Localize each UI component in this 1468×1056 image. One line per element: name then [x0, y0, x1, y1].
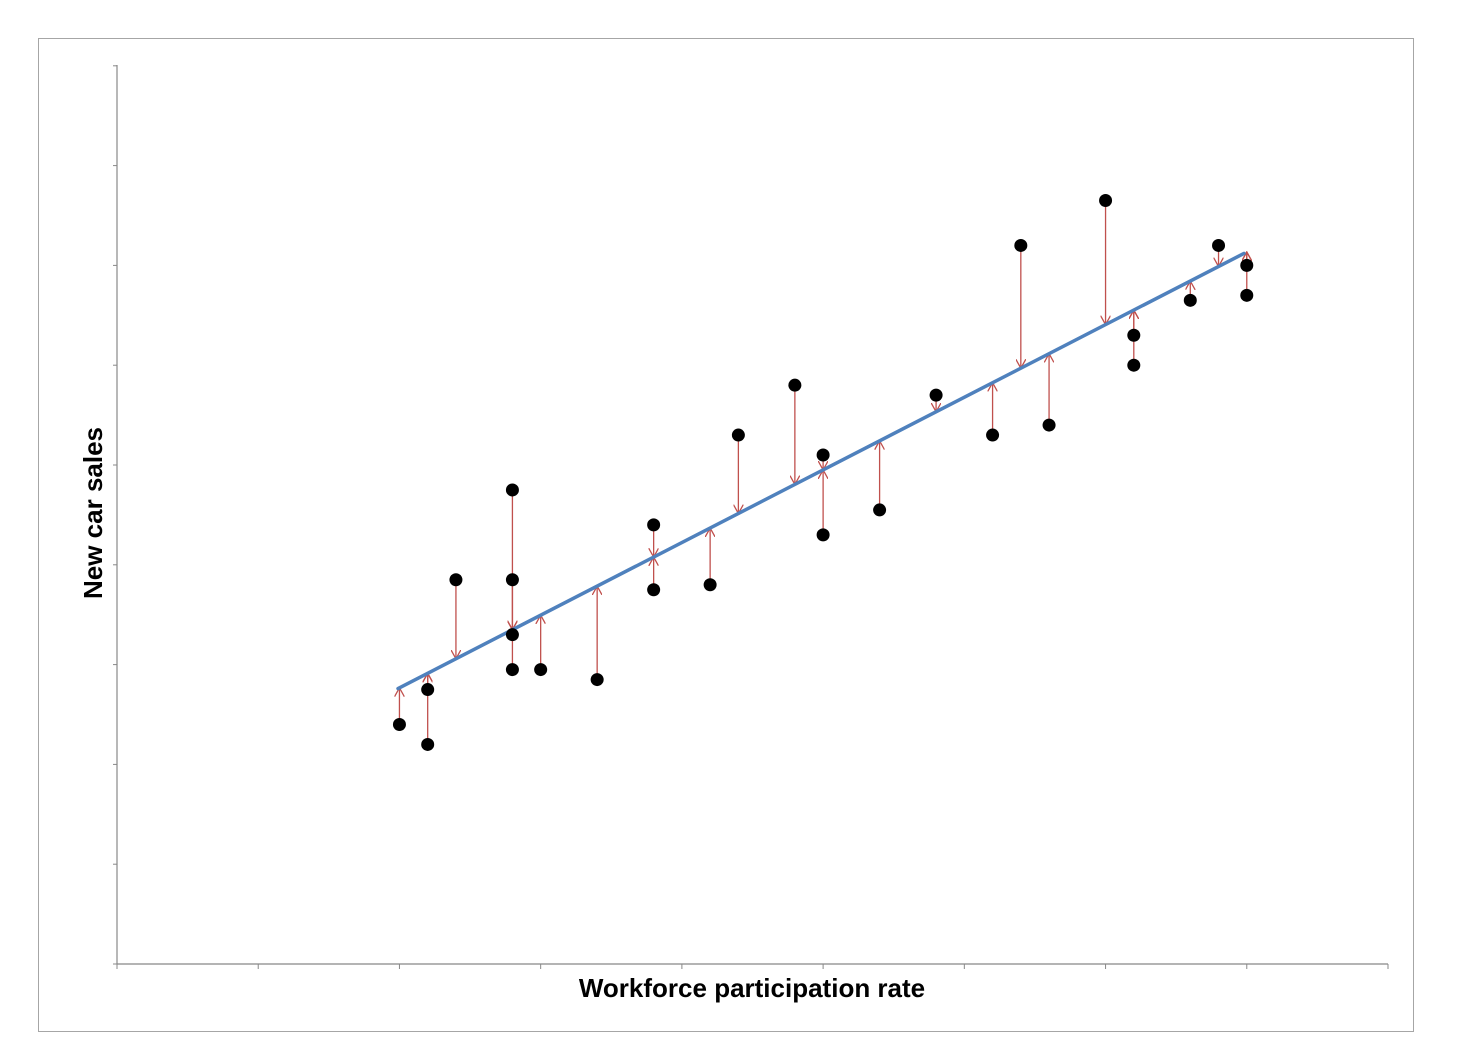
- data-point: [534, 663, 548, 677]
- data-point: [873, 503, 887, 517]
- data-point: [392, 717, 406, 731]
- data-point: [986, 428, 1000, 442]
- data-point: [816, 528, 830, 542]
- data-point: [505, 663, 519, 677]
- data-point: [816, 448, 830, 462]
- data-point: [505, 483, 519, 497]
- data-point: [647, 518, 661, 532]
- data-point: [449, 573, 463, 587]
- data-point: [421, 683, 435, 697]
- data-point: [505, 573, 519, 587]
- data-point: [1183, 293, 1197, 307]
- data-point: [1240, 288, 1254, 302]
- data-point: [647, 583, 661, 597]
- data-point: [505, 628, 519, 642]
- data-point: [1240, 258, 1254, 272]
- data-point: [929, 388, 943, 402]
- trend-line-group: [396, 251, 1246, 691]
- axes: [113, 65, 1389, 969]
- data-point: [1212, 238, 1226, 252]
- data-point: [788, 378, 802, 392]
- data-point: [703, 578, 717, 592]
- data-point: [1042, 418, 1056, 432]
- data-point: [1099, 194, 1113, 208]
- data-point: [1014, 238, 1028, 252]
- scatter-chart: Workforce participation rate New car sal…: [78, 65, 1389, 1003]
- data-point: [590, 673, 604, 687]
- data-point: [731, 428, 745, 442]
- residual-arrows: [399, 200, 1246, 745]
- data-point: [1127, 358, 1141, 372]
- trend-line: [396, 251, 1246, 691]
- data-points: [392, 194, 1254, 751]
- x-axis-title: Workforce participation rate: [579, 973, 925, 1003]
- data-point: [421, 737, 435, 751]
- y-axis-title: New car sales: [78, 427, 108, 599]
- data-point: [1127, 328, 1141, 342]
- chart-frame: Workforce participation rate New car sal…: [38, 38, 1414, 1032]
